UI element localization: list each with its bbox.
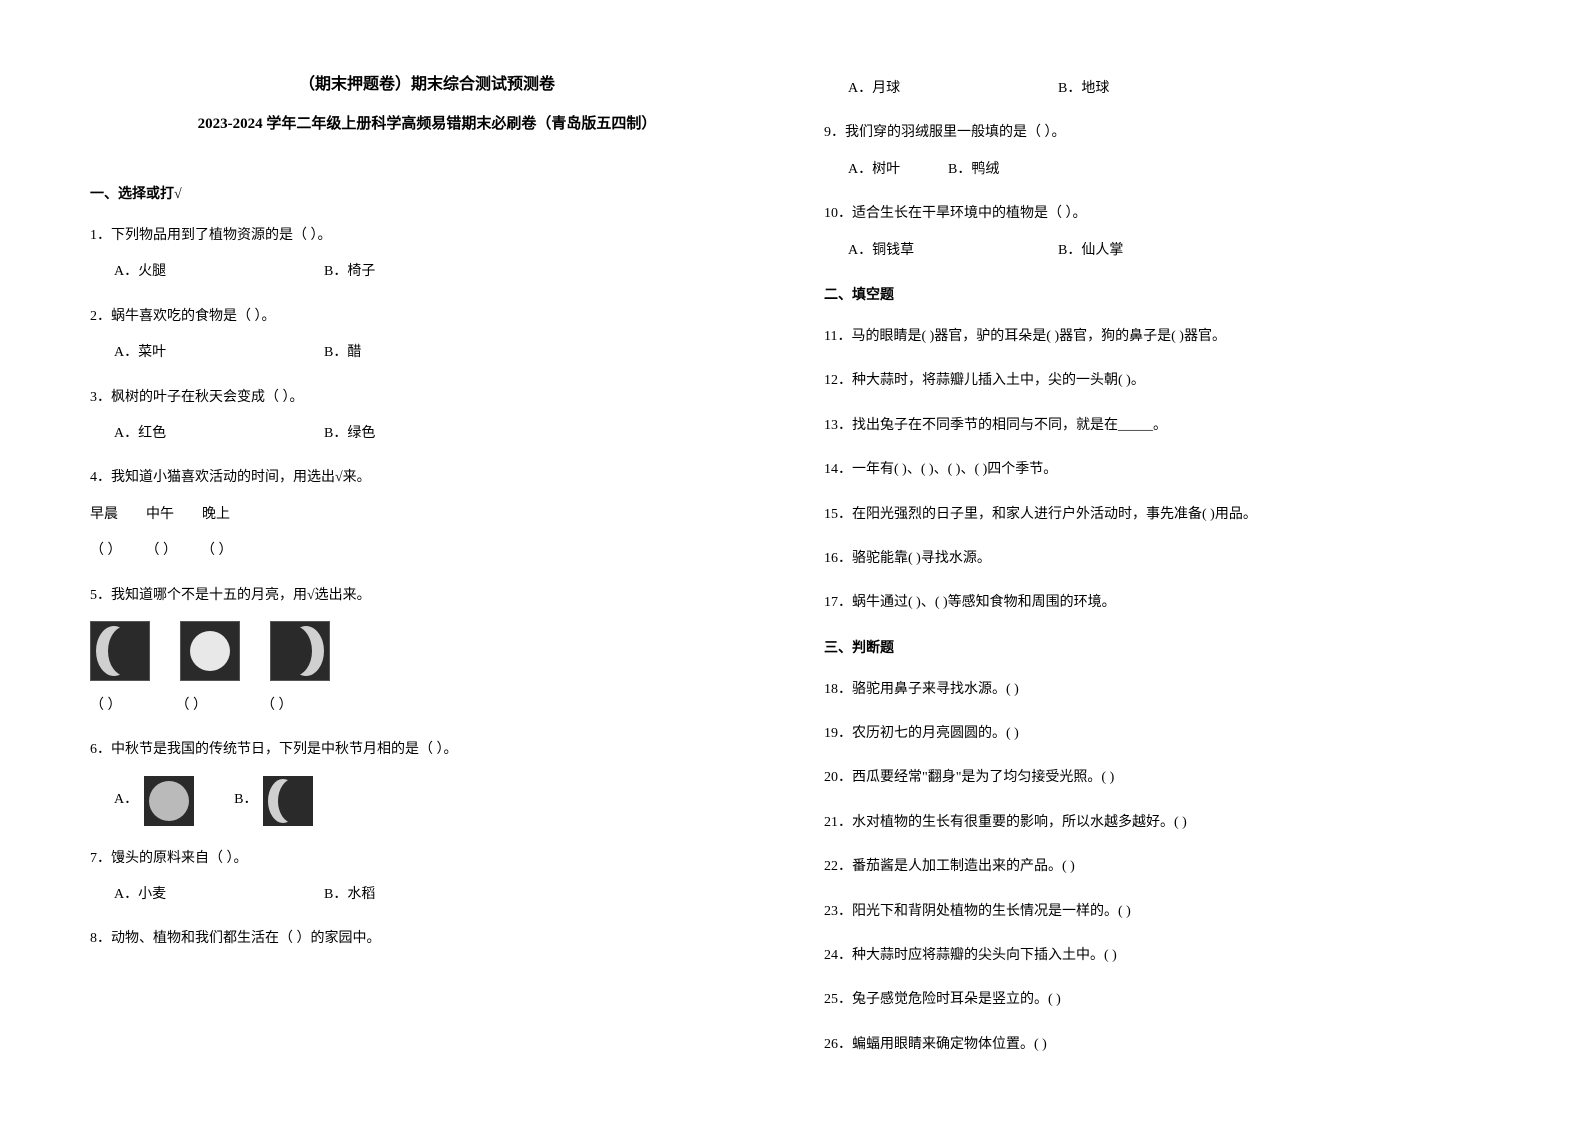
q4-time-1: 早晨 [90,504,118,526]
question-17: 17．蜗牛通过( )、( )等感知食物和周围的环境。 [824,592,1498,614]
question-2-text: 2．蜗牛喜欢吃的食物是（ ）。 [90,306,764,328]
question-1-text: 1．下列物品用到了植物资源的是（ ）。 [90,225,764,247]
question-6-text: 6．中秋节是我国的传统节日，下列是中秋节月相的是（ ）。 [90,739,764,761]
question-5-text: 5．我知道哪个不是十五的月亮，用√选出来。 [90,585,764,607]
moon-image-1 [90,621,150,681]
question-2: 2．蜗牛喜欢吃的食物是（ ）。 A．菜叶 B．醋 [90,306,764,365]
question-8-options: A．月球 B．地球 [824,78,1498,100]
question-20: 20．西瓜要经常"翻身"是为了均匀接受光照。( ) [824,767,1498,789]
question-8: 8．动物、植物和我们都生活在（ ）的家园中。 [90,928,764,950]
question-25: 25．兔子感觉危险时耳朵是竖立的。( ) [824,989,1498,1011]
question-4-text: 4．我知道小猫喜欢活动的时间，用选出√来。 [90,467,764,489]
q1-option-b: B．椅子 [324,261,534,283]
question-1: 1．下列物品用到了植物资源的是（ ）。 A．火腿 B．椅子 [90,225,764,284]
question-21: 21．水对植物的生长有很重要的影响，所以水越多越好。( ) [824,812,1498,834]
question-7-text: 7．馒头的原料来自（ ）。 [90,848,764,870]
q6-option-a-label: A． [114,789,138,811]
q6-moon-b [263,776,313,826]
question-9-text: 9．我们穿的羽绒服里一般填的是（ ）。 [824,122,1498,144]
question-24: 24．种大蒜时应将蒜瓣的尖头向下插入土中。( ) [824,945,1498,967]
q5-check-1: （ ） [90,695,122,717]
question-18: 18．骆驼用鼻子来寻找水源。( ) [824,679,1498,701]
moon-image-2 [180,621,240,681]
question-13: 13．找出兔子在不同季节的相同与不同，就是在_____。 [824,415,1498,437]
question-10-text: 10．适合生长在干旱环境中的植物是（ ）。 [824,203,1498,225]
subtitle: 2023-2024 学年二年级上册科学高频易错期末必刷卷（青岛版五四制） [90,112,764,133]
question-12: 12．种大蒜时，将蒜瓣儿插入土中，尖的一头朝( )。 [824,370,1498,392]
q9-option-a: A．树叶 [848,159,948,181]
section-1-header: 一、选择或打√ [90,183,764,203]
section-3-header: 三、判断题 [824,637,1498,657]
q4-check-3: （ ） [201,540,233,562]
question-11: 11．马的眼睛是( )器官，驴的耳朵是( )器官，狗的鼻子是( )器官。 [824,326,1498,348]
question-16: 16．骆驼能靠( )寻找水源。 [824,548,1498,570]
question-19: 19．农历初七的月亮圆圆的。( ) [824,723,1498,745]
question-4: 4．我知道小猫喜欢活动的时间，用选出√来。 早晨 中午 晚上 （ ） （ ） （… [90,467,764,562]
q4-check-2: （ ） [146,540,178,562]
q1-option-a: A．火腿 [114,261,324,283]
question-26: 26．蝙蝠用眼睛来确定物体位置。( ) [824,1034,1498,1056]
question-9: 9．我们穿的羽绒服里一般填的是（ ）。 A．树叶 B．鸭绒 [824,122,1498,181]
section-2-header: 二、填空题 [824,284,1498,304]
q4-time-3: 晚上 [202,504,230,526]
q8-option-b: B．地球 [1058,78,1268,100]
left-column: （期末押题卷）期末综合测试预测卷 2023-2024 学年二年级上册科学高频易错… [60,70,794,1083]
q3-option-b: B．绿色 [324,423,534,445]
question-8-text: 8．动物、植物和我们都生活在（ ）的家园中。 [90,928,764,950]
right-column: A．月球 B．地球 9．我们穿的羽绒服里一般填的是（ ）。 A．树叶 B．鸭绒 … [794,70,1528,1083]
q7-option-a: A．小麦 [114,884,324,906]
question-14: 14．一年有( )、( )、( )、( )四个季节。 [824,459,1498,481]
q5-check-2: （ ） [176,695,208,717]
question-6: 6．中秋节是我国的传统节日，下列是中秋节月相的是（ ）。 A． B． [90,739,764,825]
q2-option-b: B．醋 [324,342,534,364]
q4-time-2: 中午 [146,504,174,526]
question-22: 22．番茄酱是人加工制造出来的产品。( ) [824,856,1498,878]
q4-check-1: （ ） [90,540,122,562]
question-7: 7．馒头的原料来自（ ）。 A．小麦 B．水稻 [90,848,764,907]
q3-option-a: A．红色 [114,423,324,445]
main-title: （期末押题卷）期末综合测试预测卷 [90,70,764,94]
q10-option-a: A．铜钱草 [848,240,1058,262]
question-3-text: 3．枫树的叶子在秋天会变成（ ）。 [90,387,764,409]
q7-option-b: B．水稻 [324,884,534,906]
moon-image-3 [270,621,330,681]
question-15: 15．在阳光强烈的日子里，和家人进行户外活动时，事先准备( )用品。 [824,504,1498,526]
q5-check-3: （ ） [261,695,293,717]
q6-moon-a [144,776,194,826]
question-10: 10．适合生长在干旱环境中的植物是（ ）。 A．铜钱草 B．仙人掌 [824,203,1498,262]
question-3: 3．枫树的叶子在秋天会变成（ ）。 A．红色 B．绿色 [90,387,764,446]
question-23: 23．阳光下和背阴处植物的生长情况是一样的。( ) [824,901,1498,923]
q6-option-b-label: B． [234,789,257,811]
q10-option-b: B．仙人掌 [1058,240,1268,262]
q9-option-b: B．鸭绒 [948,159,1048,181]
q8-option-a: A．月球 [848,78,1058,100]
question-5: 5．我知道哪个不是十五的月亮，用√选出来。 （ ） （ ） （ ） [90,585,764,718]
q2-option-a: A．菜叶 [114,342,324,364]
